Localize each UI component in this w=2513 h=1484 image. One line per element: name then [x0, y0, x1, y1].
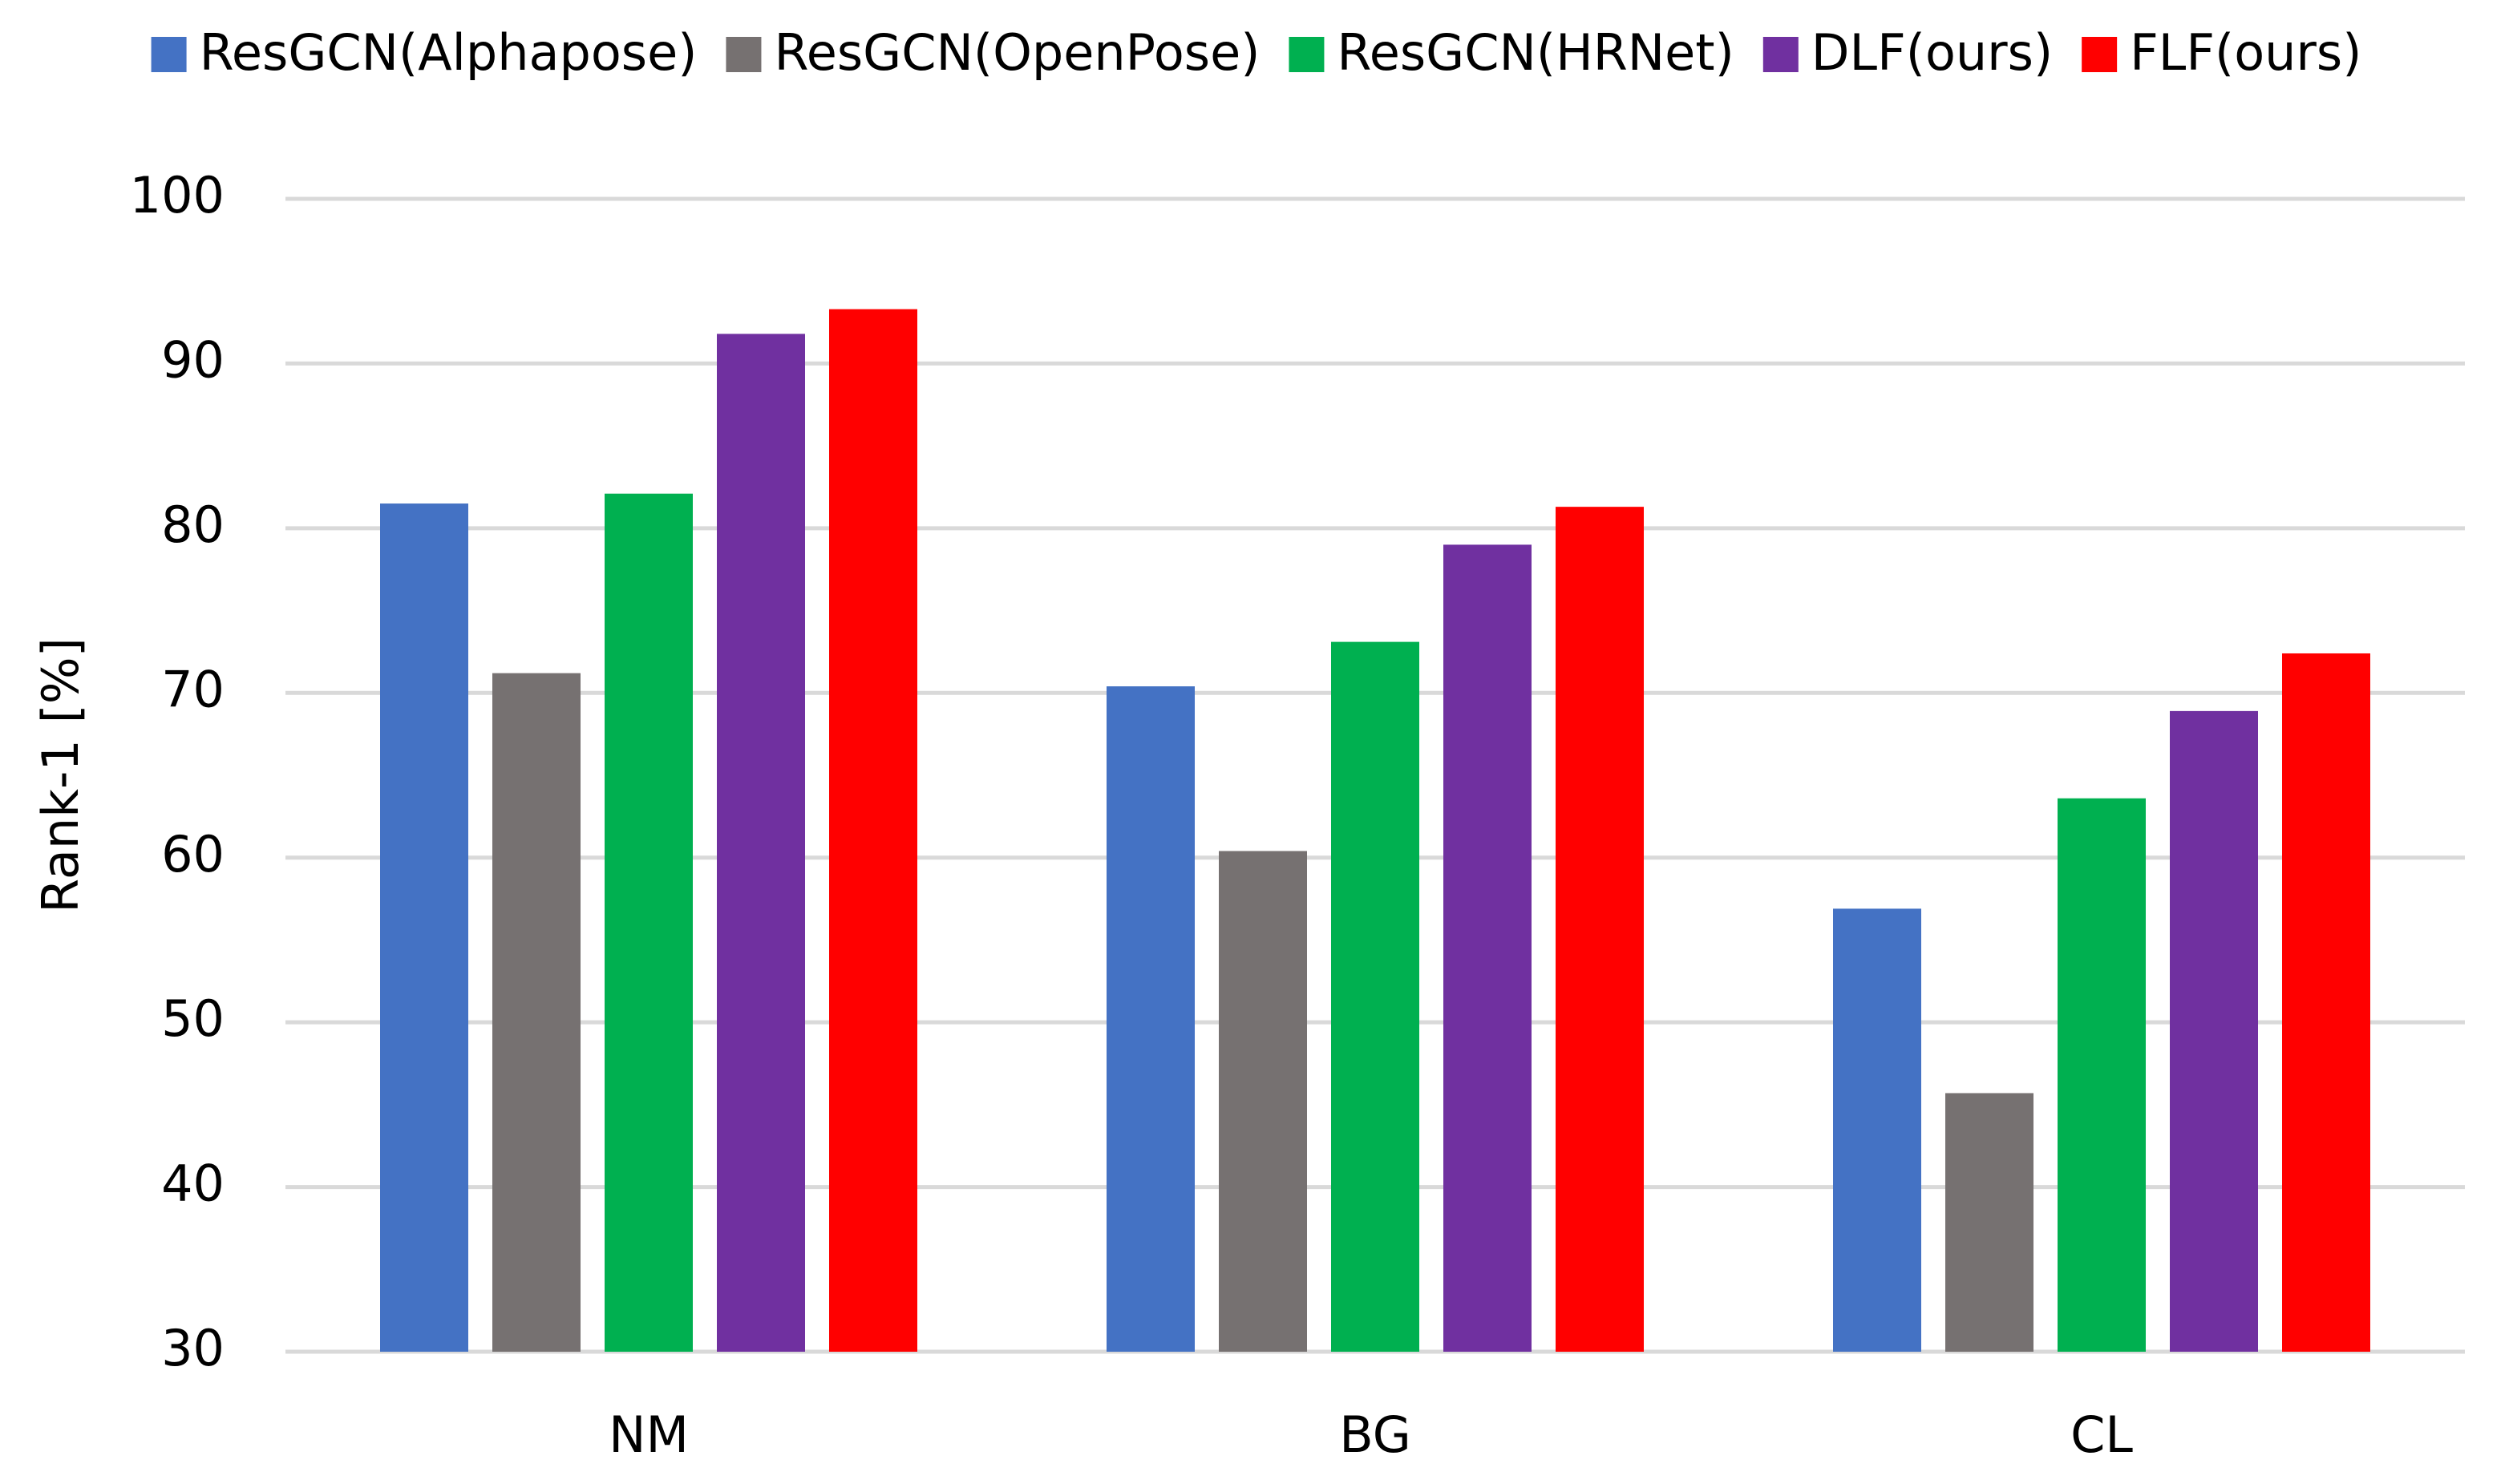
legend: ResGCN(Alphapose) ResGCN(OpenPose) ResGCN(…: [151, 23, 2361, 82]
y-tick-label: 80: [161, 495, 225, 554]
legend-label: ResGCN(HRNet): [1337, 23, 1734, 82]
bar: [2282, 653, 2370, 1352]
legend-label: ResGCN(OpenPose): [774, 23, 1260, 82]
bar: [492, 673, 581, 1352]
x-tick-label: CL: [2070, 1405, 2133, 1464]
bar: [380, 503, 468, 1352]
y-tick-label: 40: [161, 1154, 225, 1213]
x-tick-label: BG: [1339, 1405, 1411, 1464]
legend-label: ResGCN(Alphapose): [200, 23, 698, 82]
y-tick-label: 60: [161, 825, 225, 884]
y-tick-label: 30: [161, 1319, 225, 1377]
bar: [829, 309, 917, 1352]
bar: [605, 493, 693, 1352]
bar: [1107, 686, 1195, 1352]
y-tick-label: 70: [161, 660, 225, 718]
legend-label: FLF(ours): [2130, 23, 2361, 82]
legend-label: DLF(ours): [1811, 23, 2053, 82]
legend-swatch: [1762, 37, 1799, 72]
legend-swatch: [2082, 37, 2118, 72]
legend-swatch: [151, 37, 187, 72]
bar: [1945, 1093, 2033, 1352]
y-tick-label: 100: [130, 166, 225, 224]
x-tick-label: NM: [609, 1405, 689, 1464]
legend-swatch: [726, 37, 762, 72]
bar: [1443, 544, 1532, 1352]
bar: [1331, 641, 1419, 1352]
bar: [1833, 908, 1921, 1352]
bar: [2170, 710, 2258, 1352]
bar: [2058, 798, 2146, 1352]
y-tick-label: 90: [161, 331, 225, 390]
bar: [1556, 507, 1644, 1353]
y-axis-label: Rank-1 [%]: [31, 637, 90, 913]
y-tick-label: 50: [161, 989, 225, 1048]
bar: [717, 334, 805, 1352]
bar: [1219, 851, 1307, 1352]
legend-swatch: [1289, 37, 1325, 72]
